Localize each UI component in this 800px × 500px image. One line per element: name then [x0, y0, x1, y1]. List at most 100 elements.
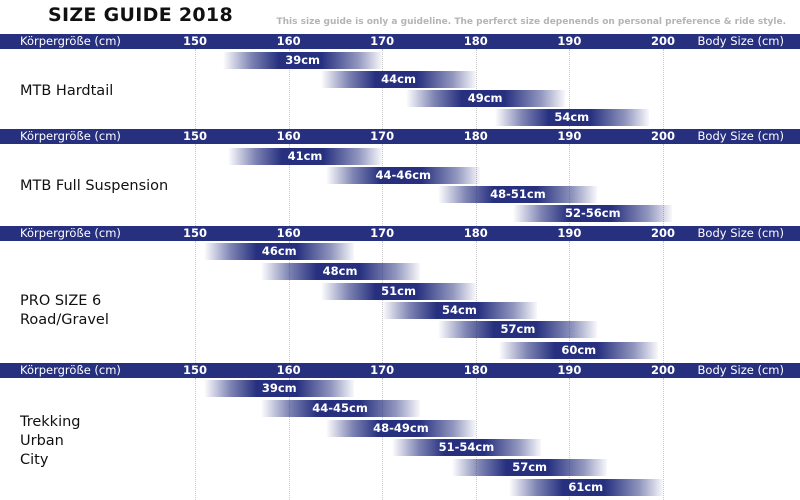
grid-line — [288, 241, 290, 363]
tick-label: 170 — [370, 34, 395, 48]
size-bar: 61cm — [508, 479, 663, 496]
size-bar: 57cm — [452, 459, 607, 476]
chart-title: SIZE GUIDE 2018 — [48, 4, 233, 26]
size-label: 48-51cm — [490, 187, 546, 201]
grid-line — [663, 49, 664, 129]
size-label: 39cm — [285, 53, 321, 67]
size-bar: 54cm — [382, 302, 537, 319]
size-label: 54cm — [554, 110, 590, 124]
grid-line — [569, 241, 571, 363]
tick-label: 190 — [557, 129, 582, 143]
size-label: 46cm — [261, 244, 297, 258]
tick-label: 180 — [463, 226, 488, 240]
tick-label: 160 — [276, 129, 301, 143]
size-bar: 39cm — [223, 52, 383, 69]
size-bar: 44cm — [321, 71, 476, 88]
size-bar: 46cm — [204, 243, 355, 260]
size-bar: 52-56cm — [513, 205, 673, 222]
grid-line — [569, 144, 571, 226]
tick-label: 200 — [650, 129, 676, 143]
tick-label: 180 — [463, 129, 488, 143]
grid-line — [475, 49, 477, 129]
tick-label: 170 — [370, 363, 395, 377]
tick-label: 190 — [557, 34, 582, 48]
size-bar: 48-49cm — [326, 420, 476, 437]
grid-line — [288, 144, 290, 226]
size-label: 60cm — [561, 343, 597, 357]
size-bar: 41cm — [227, 148, 383, 165]
size-label: 52-56cm — [564, 206, 621, 220]
axis-label-left: Körpergröße (cm) — [20, 226, 121, 240]
tick-label: 200 — [650, 226, 676, 240]
tick-label: 150 — [182, 363, 208, 377]
size-bar: 49cm — [405, 90, 565, 107]
tick-label: 160 — [276, 226, 301, 240]
tick-label: 150 — [182, 129, 208, 143]
tick-label: 160 — [276, 363, 301, 377]
size-label: 49cm — [467, 91, 503, 105]
size-bar: 48cm — [260, 263, 420, 280]
grid-line — [475, 144, 477, 226]
tick-label: 170 — [370, 226, 395, 240]
size-bar: 54cm — [494, 109, 649, 126]
size-label: 44-46cm — [375, 168, 432, 182]
size-label: 48cm — [322, 264, 358, 278]
size-label: 54cm — [442, 303, 477, 317]
axis-label-left: Körpergröße (cm) — [20, 363, 121, 377]
axis-label-right: Body Size (cm) — [697, 363, 784, 377]
tick-label: 200 — [650, 363, 676, 377]
guideline-note: This size guide is only a guideline. The… — [276, 17, 786, 27]
axis-label-right: Body Size (cm) — [697, 129, 784, 143]
size-label: 61cm — [568, 480, 604, 494]
size-label: 51cm — [381, 284, 416, 298]
category-label: PRO SIZE 6 Road/Gravel — [20, 293, 109, 328]
tick-label: 160 — [276, 34, 301, 48]
size-bar: 51cm — [321, 283, 476, 300]
tick-label: 150 — [182, 226, 208, 240]
axis-band: Körpergröße (cm) Body Size (cm) 150 160 170 1… — [0, 129, 800, 144]
size-label: 57cm — [512, 460, 548, 474]
size-bar: 39cm — [204, 380, 355, 397]
category-label: Trekking Urban City — [20, 414, 81, 468]
size-bar: 60cm — [499, 342, 659, 359]
axis-label-left: Körpergröße (cm) — [20, 129, 121, 143]
axis-band: Körpergröße (cm) Body Size (cm) 150 160 170 1… — [0, 226, 800, 241]
size-bar: 48-51cm — [438, 186, 598, 203]
size-label: 41cm — [287, 149, 323, 163]
tick-label: 150 — [182, 34, 208, 48]
grid-line — [288, 378, 290, 500]
grid-line — [195, 241, 196, 363]
grid-line — [195, 144, 196, 226]
tick-label: 180 — [463, 363, 488, 377]
category-label: MTB Hardtail — [20, 83, 114, 99]
tick-label: 190 — [557, 226, 582, 240]
size-bar: 57cm — [438, 321, 598, 338]
axis-label-right: Body Size (cm) — [697, 226, 784, 240]
grid-line — [195, 378, 196, 500]
tick-label: 180 — [463, 34, 488, 48]
axis-label-left: Körpergröße (cm) — [20, 34, 121, 48]
size-bar: 51-54cm — [391, 439, 542, 456]
size-label: 51-54cm — [438, 440, 495, 454]
axis-label-right: Body Size (cm) — [697, 34, 784, 48]
grid-line — [569, 49, 571, 129]
tick-label: 190 — [557, 363, 582, 377]
size-bar: 44-46cm — [326, 167, 481, 184]
grid-line — [382, 144, 384, 226]
grid-line — [288, 49, 290, 129]
grid-line — [382, 49, 384, 129]
tick-label: 200 — [650, 34, 676, 48]
size-label: 39cm — [261, 381, 297, 395]
size-bar: 44-45cm — [260, 400, 420, 417]
grid-line — [663, 378, 664, 500]
category-label: MTB Full Suspension — [20, 178, 169, 194]
size-label: 57cm — [500, 322, 536, 336]
grid-line — [663, 241, 664, 363]
axis-band: Körpergröße (cm) Body Size (cm) 150 160 170 1… — [0, 34, 800, 49]
axis-band: Körpergröße (cm) Body Size (cm) 150 160 170 1… — [0, 363, 800, 378]
size-label: 48-49cm — [373, 421, 429, 435]
size-label: 44-45cm — [312, 401, 368, 415]
grid-line — [663, 144, 664, 226]
size-label: 44cm — [381, 72, 416, 86]
